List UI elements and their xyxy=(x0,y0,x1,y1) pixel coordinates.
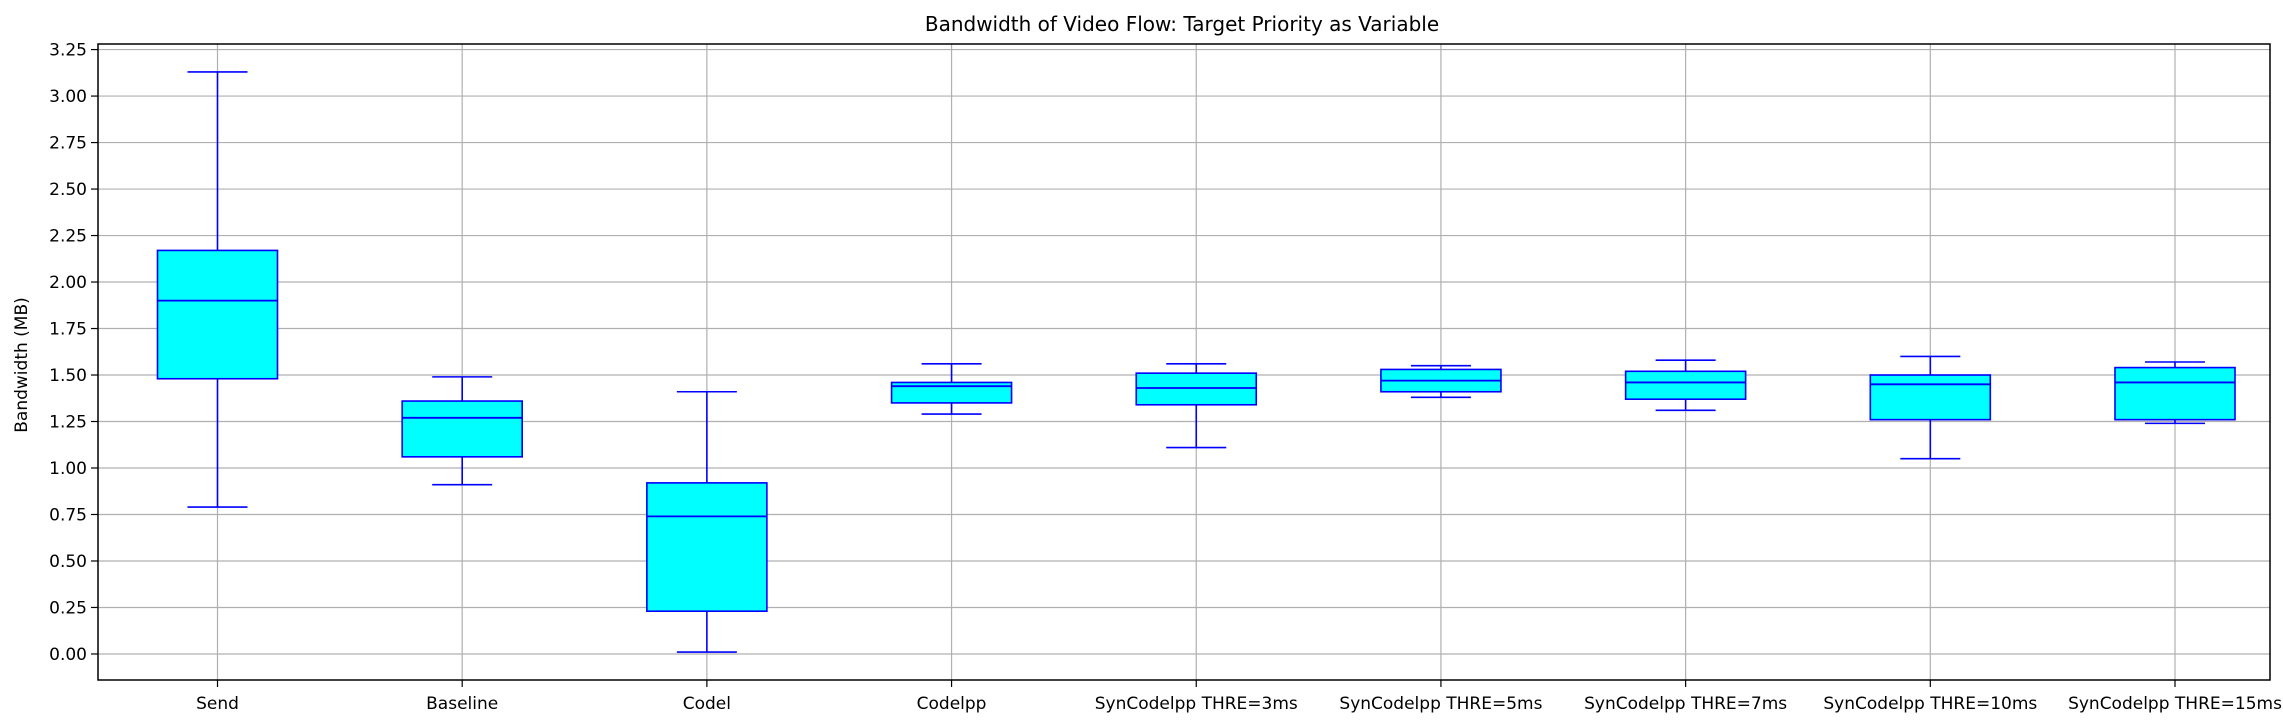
box-iqr xyxy=(890,381,1013,404)
plot-frame xyxy=(97,43,2271,681)
x-tick-label: SynCodelpp THRE=10ms xyxy=(1823,694,2037,714)
box-iqr xyxy=(156,249,279,380)
y-tick-label: 0.25 xyxy=(49,598,87,618)
y-axis-label: Bandwidth (MB) xyxy=(12,297,32,433)
box-group xyxy=(1380,364,1502,399)
box-iqr xyxy=(401,400,523,458)
box-group xyxy=(401,376,523,486)
x-tick-label: SynCodelpp THRE=15ms xyxy=(2068,694,2282,714)
x-tick-label: SynCodelpp THRE=3ms xyxy=(1095,694,1298,714)
box-iqr xyxy=(1135,372,1258,406)
y-tick-label: 2.75 xyxy=(49,134,87,154)
box-group xyxy=(1869,355,1992,460)
y-axis-ticks: 0.00 0.25 0.50 0.75 1.00 1.25 1.50 1.75 2.00 2.25… xyxy=(49,41,98,665)
x-tick-label: Baseline xyxy=(426,694,498,714)
x-axis-ticks: Send Baseline Codel Codelpp SynCodelpp THRE=… xyxy=(196,680,2282,714)
y-tick-label: 0.75 xyxy=(49,505,87,525)
box-group xyxy=(646,390,768,653)
y-tick-label: 0.50 xyxy=(49,552,87,572)
x-tick-label: SynCodelpp THRE=5ms xyxy=(1339,694,1542,714)
chart-title: Bandwidth of Video Flow: Target Priority… xyxy=(925,12,1439,36)
box-group xyxy=(890,363,1013,415)
y-tick-label: 2.50 xyxy=(49,180,87,200)
x-tick-label: Codel xyxy=(683,694,731,714)
box-group xyxy=(1624,359,1747,412)
y-tick-label: 0.00 xyxy=(49,645,87,665)
grid-lines xyxy=(98,44,2270,680)
y-tick-label: 1.75 xyxy=(49,320,87,340)
y-tick-label: 3.25 xyxy=(49,41,87,61)
box-group xyxy=(2114,361,2236,425)
box-group xyxy=(1135,363,1258,449)
x-tick-label: Send xyxy=(196,694,239,714)
y-tick-label: 2.25 xyxy=(49,227,87,247)
box-iqr xyxy=(1869,374,1992,421)
boxes-group xyxy=(156,71,2236,653)
x-tick-label: Codelpp xyxy=(917,694,987,714)
y-tick-label: 2.00 xyxy=(49,273,87,293)
y-tick-label: 1.50 xyxy=(49,366,87,386)
y-tick-label: 3.00 xyxy=(49,87,87,107)
box-iqr xyxy=(646,482,768,612)
box-iqr xyxy=(2114,366,2236,421)
y-tick-label: 1.25 xyxy=(49,413,87,433)
y-tick-label: 1.00 xyxy=(49,459,87,479)
box-group xyxy=(156,71,279,508)
x-tick-label: SynCodelpp THRE=7ms xyxy=(1584,694,1787,714)
box-iqr xyxy=(1624,370,1747,400)
